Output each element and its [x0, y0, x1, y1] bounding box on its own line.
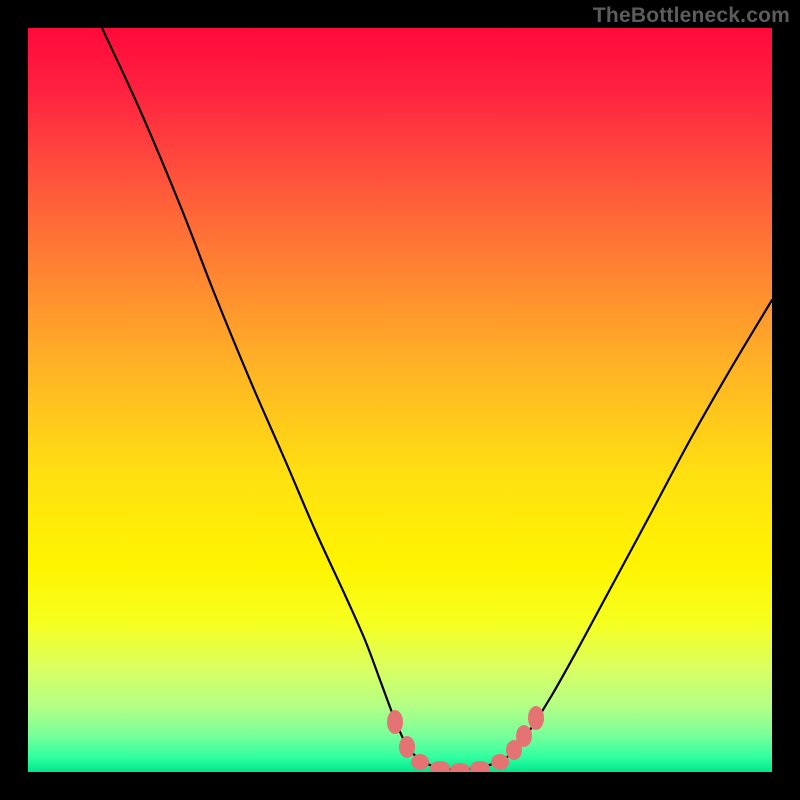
- curve-marker: [516, 725, 532, 747]
- curve-marker: [399, 736, 415, 758]
- curve-marker: [528, 706, 544, 730]
- chart-container: { "meta": { "watermark": "TheBottleneck.…: [0, 0, 800, 800]
- curve-marker: [491, 754, 509, 770]
- curve-marker: [411, 754, 429, 770]
- chart-background: [28, 28, 772, 772]
- watermark-text: TheBottleneck.com: [593, 4, 790, 28]
- bottleneck-chart: [0, 0, 800, 800]
- curve-marker: [387, 710, 403, 734]
